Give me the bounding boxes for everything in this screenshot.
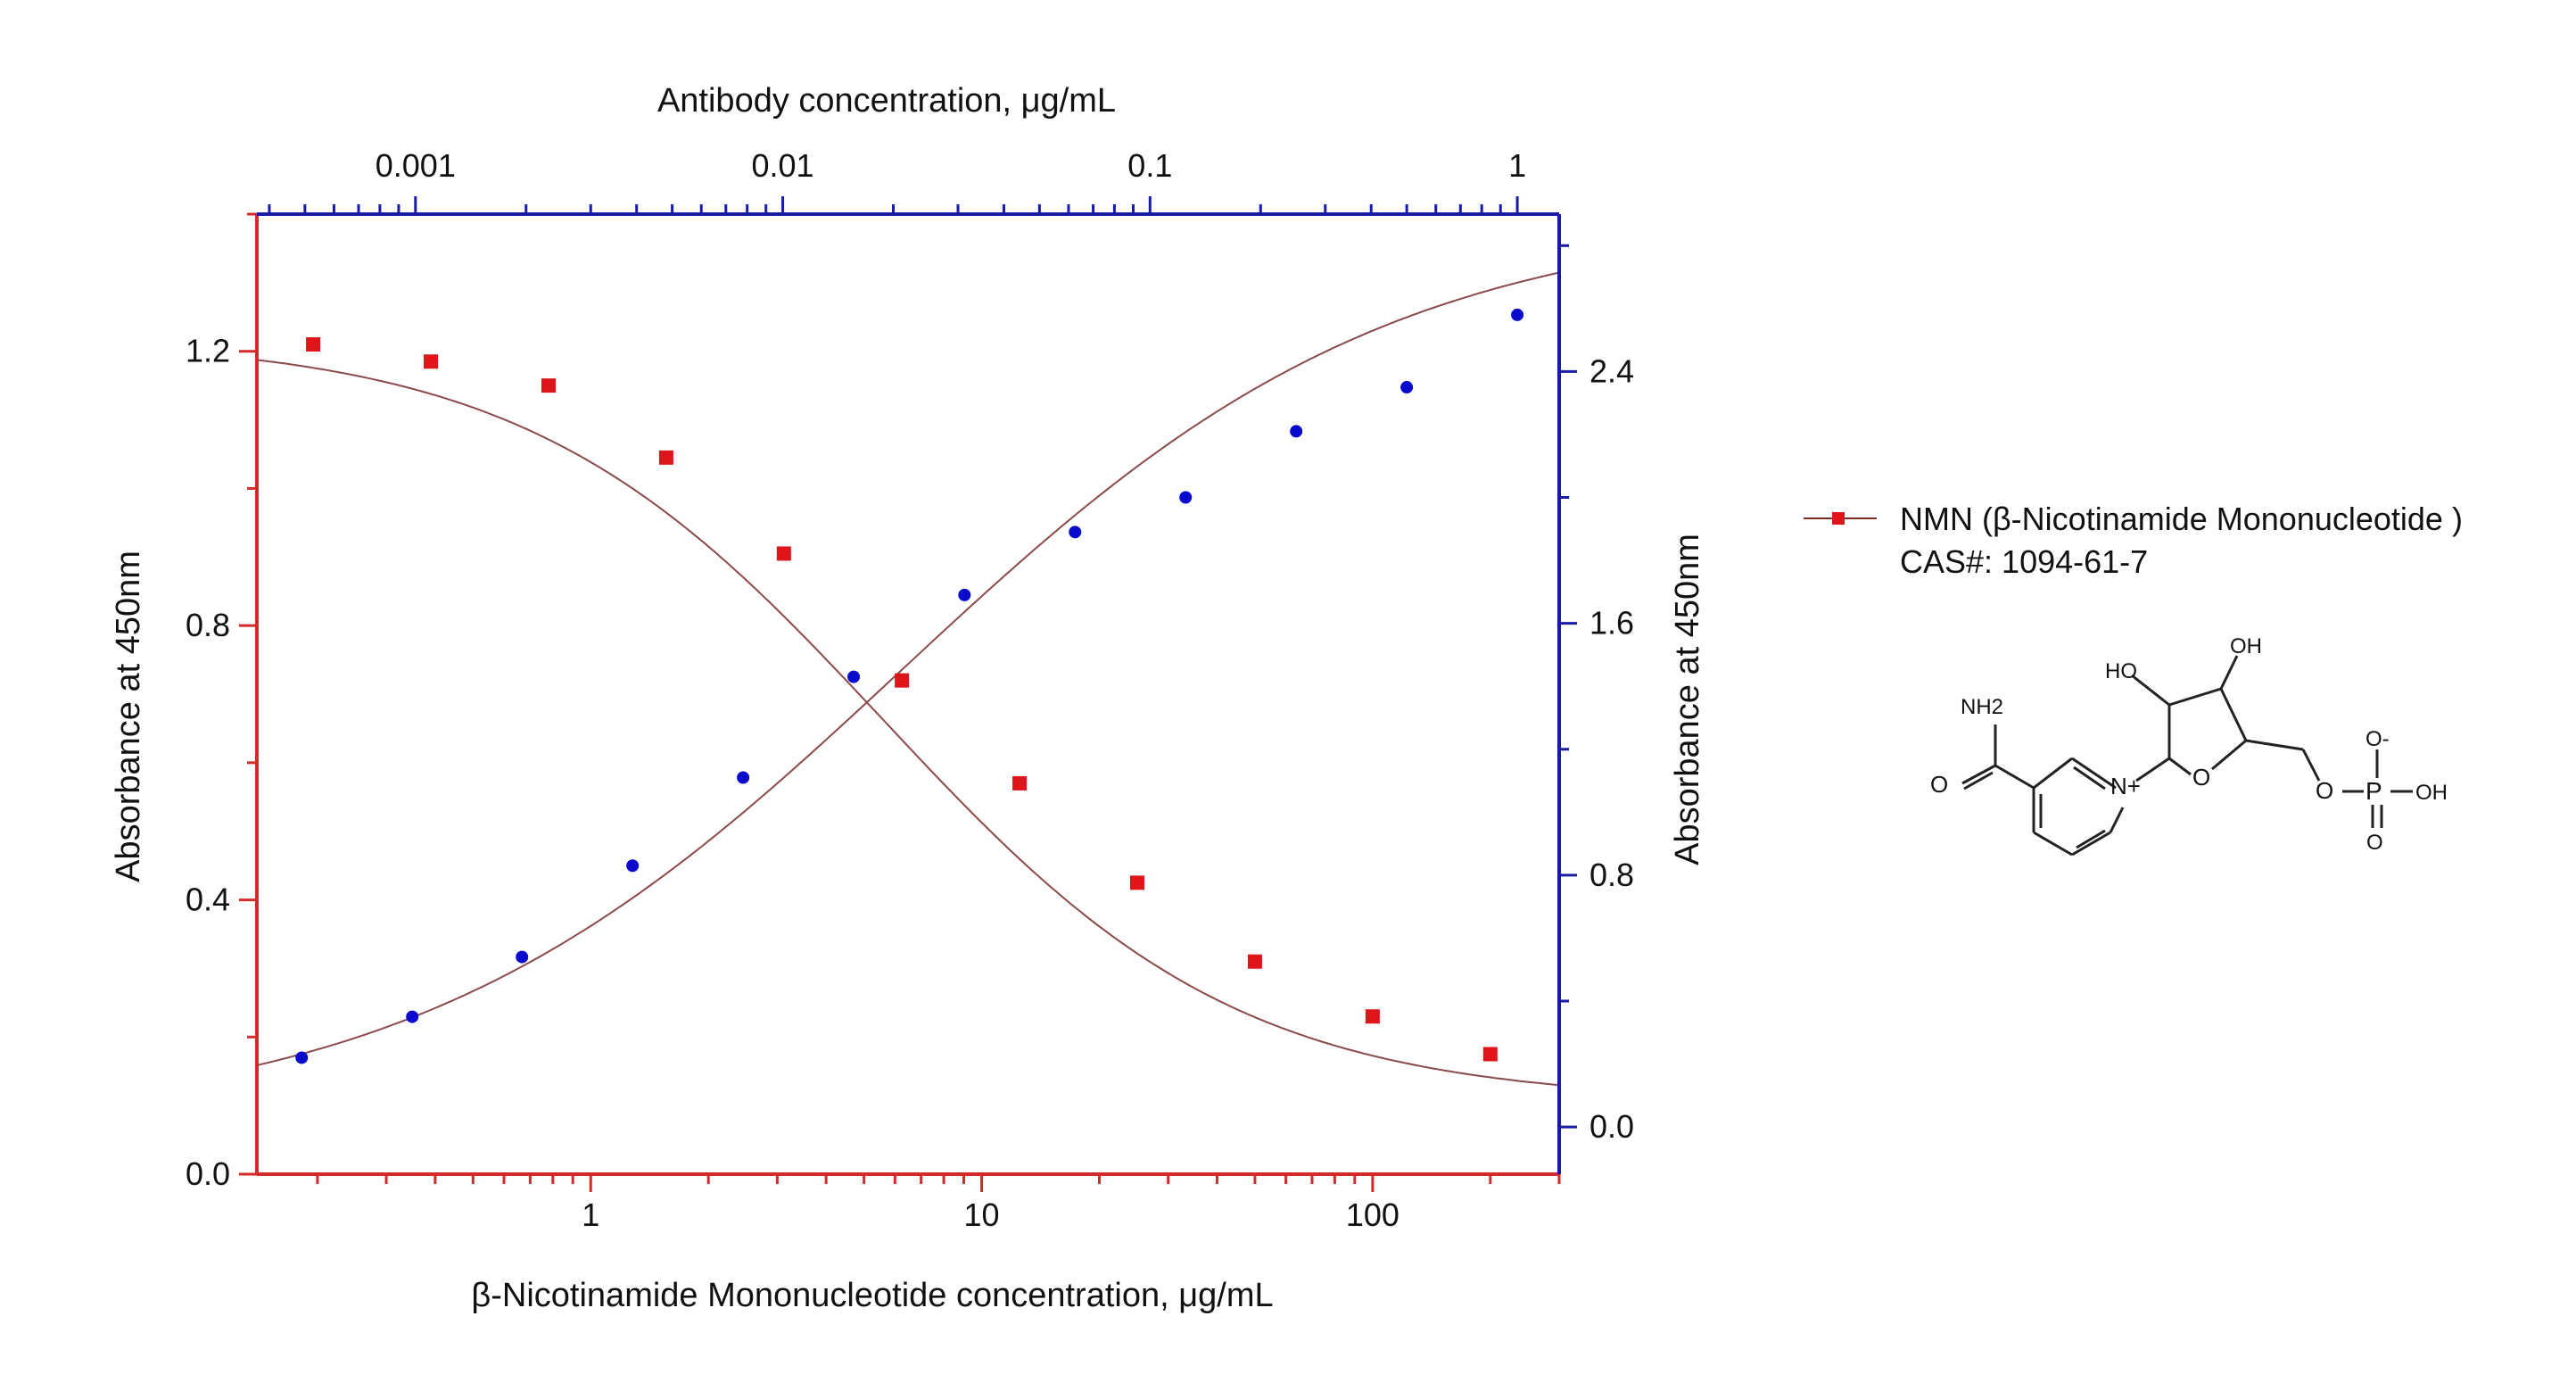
- blue-fit-curve: [256, 271, 1560, 1066]
- blue-circle-point: [1069, 526, 1082, 539]
- molecule-label-o-minus: O-: [2365, 727, 2390, 751]
- left-tick-label: 1.2: [186, 333, 230, 369]
- molecule-label-nh2: NH2: [1961, 695, 2003, 719]
- molecule-label-phosphorus: P: [2365, 777, 2382, 805]
- axis-labels: 1 10 100 0.001 0.01 0.1 1 0.0 0.4 0.8 1.2 0.0 0.8 1.6…: [110, 82, 1706, 1314]
- data-points: [295, 308, 1524, 1064]
- legend-marker-square: [1832, 512, 1845, 525]
- red-square-point: [776, 546, 791, 561]
- left-tick-label: 0.0: [186, 1155, 230, 1192]
- red-square-point: [1129, 875, 1144, 890]
- molecule-label-carbonyl-o: O: [1930, 771, 1948, 798]
- left-tick-label: 0.8: [186, 607, 230, 643]
- blue-circle-point: [1511, 308, 1524, 321]
- bottom-axis-title: β-Nicotinamide Mononucleotide concentrat…: [471, 1277, 1273, 1314]
- blue-circle-point: [406, 1010, 419, 1023]
- molecule-label-p-double-o: O: [2366, 831, 2383, 855]
- blue-circle-point: [1400, 381, 1414, 394]
- blue-circle-point: [958, 588, 971, 601]
- bottom-tick-label: 100: [1346, 1196, 1399, 1233]
- top-axis-title: Antibody concentration, μg/mL: [657, 82, 1116, 120]
- top-tick-label: 1: [1508, 147, 1526, 184]
- molecule-label-ring-o: O: [2192, 764, 2210, 791]
- right-tick-label: 0.8: [1589, 857, 1634, 893]
- top-tick-label: 0.1: [1127, 147, 1172, 184]
- legend-series-name: NMN (β-Nicotinamide Mononucleotide ): [1900, 501, 2463, 537]
- red-square-point: [1482, 1047, 1498, 1062]
- top-tick-label: 0.001: [376, 147, 456, 184]
- molecule-label-ho: HO: [2105, 659, 2137, 683]
- red-square-point: [1365, 1009, 1380, 1024]
- red-square-point: [1012, 775, 1028, 791]
- axes: [239, 196, 1577, 1192]
- blue-circle-point: [737, 771, 750, 784]
- bottom-tick-label: 1: [582, 1196, 599, 1233]
- red-fit-curve: [256, 359, 1560, 1087]
- red-square-point: [658, 450, 673, 465]
- red-square-point: [541, 378, 556, 393]
- blue-circle-point: [626, 859, 640, 873]
- fit-curves: [256, 271, 1560, 1087]
- left-axis-title: Absorbance at 450nm: [110, 550, 147, 882]
- red-square-point: [1247, 954, 1262, 969]
- nmn-structure-diagram: NH2 O N+ HO OH O O P OH O- O: [1930, 634, 2448, 857]
- blue-circle-point: [516, 950, 529, 964]
- right-tick-label: 1.6: [1589, 605, 1634, 642]
- left-tick-label: 0.4: [186, 882, 230, 918]
- blue-circle-point: [847, 670, 861, 683]
- molecule-label-p-oh: OH: [2415, 781, 2448, 805]
- bottom-tick-label: 10: [964, 1196, 1000, 1233]
- right-tick-label: 0.0: [1589, 1108, 1634, 1145]
- right-axis-title: Absorbance at 450nm: [1669, 534, 1706, 865]
- right-tick-label: 2.4: [1589, 352, 1634, 389]
- blue-circle-point: [1290, 425, 1303, 438]
- red-square-point: [424, 354, 439, 369]
- molecule-label-oh: OH: [2230, 634, 2262, 658]
- top-tick-label: 0.01: [752, 147, 814, 184]
- red-square-point: [895, 673, 910, 688]
- legend-cas-number: CAS#: 1094-61-7: [1900, 543, 2149, 580]
- blue-circle-point: [295, 1051, 309, 1064]
- red-square-point: [306, 337, 321, 352]
- blue-circle-point: [1179, 491, 1193, 504]
- molecule-label-n-plus: N+: [2110, 773, 2141, 799]
- molecule-label-ester-o: O: [2316, 777, 2333, 804]
